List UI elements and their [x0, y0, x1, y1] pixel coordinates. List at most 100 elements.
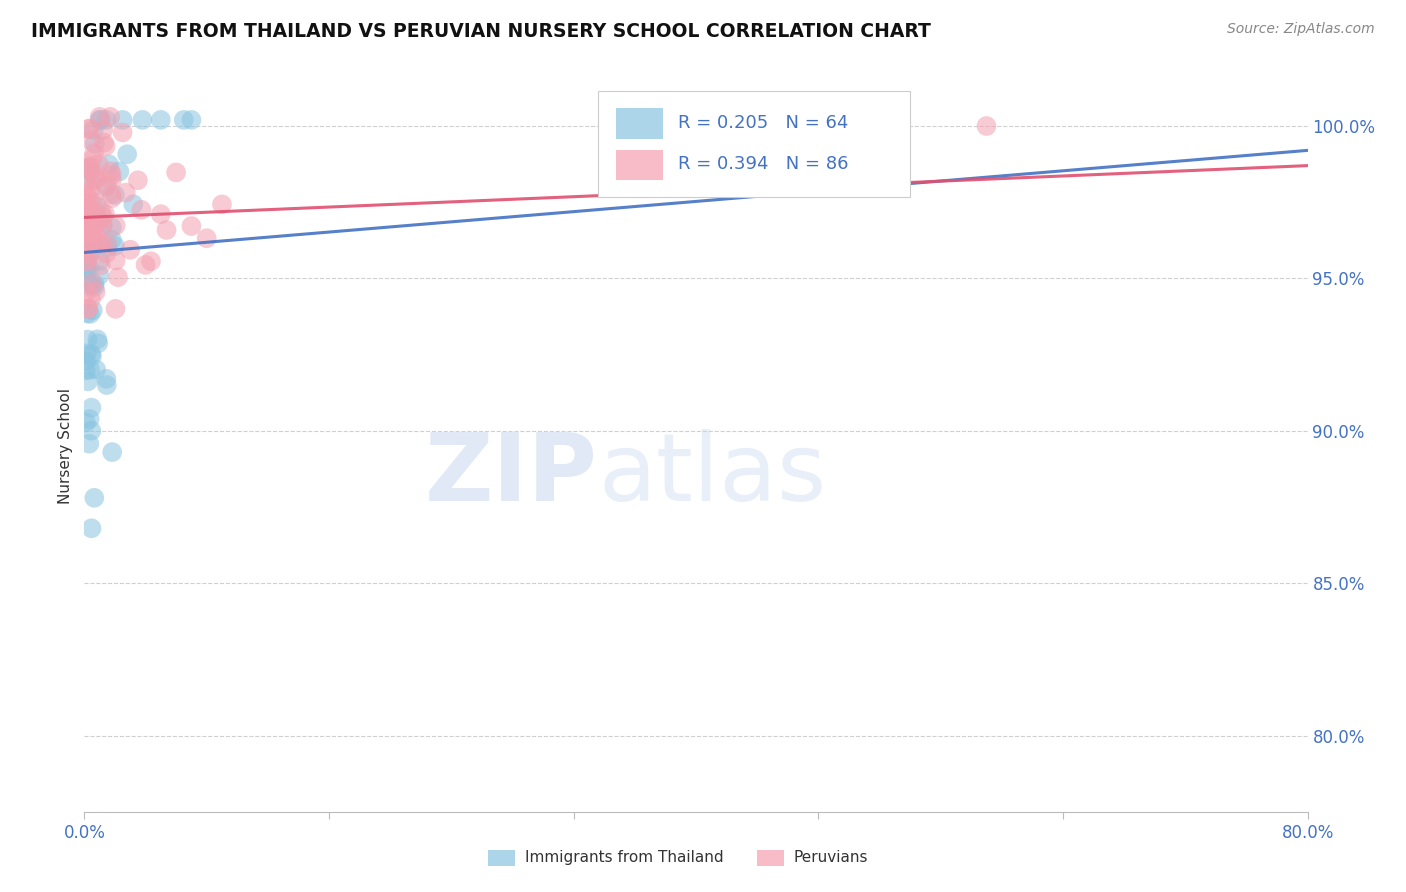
Point: [77, 201, 100, 215]
Point: [114, 186, 136, 200]
Point: [94, 207, 117, 221]
Point: [84, 285, 107, 299]
Point: [84, 362, 107, 376]
Point: [96, 112, 118, 127]
Point: [83, 209, 105, 223]
Point: [173, 112, 195, 127]
Point: [76, 346, 98, 360]
Point: [76, 252, 98, 267]
Point: [83, 136, 105, 151]
Point: [79, 219, 101, 234]
Point: [75, 225, 97, 239]
Point: [80, 227, 103, 242]
Point: [115, 147, 138, 161]
Point: [82, 303, 104, 318]
Point: [75, 187, 97, 202]
Point: [86, 206, 108, 220]
Point: [82, 194, 104, 209]
Point: [83, 236, 105, 251]
Point: [76, 226, 98, 240]
Point: [80, 347, 103, 361]
Point: [84, 226, 107, 240]
Point: [82, 153, 104, 167]
Point: [976, 119, 998, 133]
Point: [195, 231, 218, 245]
Point: [104, 219, 127, 233]
Point: [83, 235, 105, 250]
Point: [76, 260, 98, 275]
Point: [75, 354, 97, 368]
Point: [89, 254, 111, 268]
Point: [91, 236, 114, 251]
Point: [90, 204, 112, 219]
Point: [89, 110, 111, 124]
Point: [84, 172, 107, 186]
Point: [77, 191, 100, 205]
Point: [96, 178, 118, 192]
Point: [80, 521, 103, 535]
Point: [75, 363, 97, 377]
Point: [83, 146, 105, 161]
Point: [135, 258, 157, 272]
FancyBboxPatch shape: [488, 850, 515, 866]
Point: [93, 136, 115, 150]
Point: [127, 173, 149, 187]
Point: [180, 112, 202, 127]
Point: [80, 292, 103, 306]
Text: R = 0.205   N = 64: R = 0.205 N = 64: [678, 113, 848, 132]
Point: [80, 401, 103, 415]
Point: [139, 254, 162, 268]
Point: [104, 188, 127, 202]
Point: [89, 268, 111, 283]
Point: [75, 261, 97, 276]
Point: [101, 191, 124, 205]
Point: [87, 336, 110, 351]
Point: [76, 161, 98, 176]
Point: [77, 159, 100, 173]
Point: [96, 235, 118, 250]
Point: [180, 219, 202, 233]
Point: [76, 375, 98, 389]
Point: [101, 233, 124, 247]
Text: Immigrants from Thailand: Immigrants from Thailand: [524, 850, 723, 865]
Point: [79, 219, 101, 234]
Y-axis label: Nursery School: Nursery School: [58, 388, 73, 504]
Point: [76, 306, 98, 320]
Text: atlas: atlas: [598, 429, 827, 521]
Point: [94, 139, 117, 153]
Point: [90, 112, 112, 127]
Point: [97, 157, 120, 171]
Point: [79, 436, 101, 450]
Point: [80, 165, 103, 179]
Point: [76, 301, 98, 316]
Point: [96, 240, 118, 254]
Point: [96, 246, 118, 260]
Point: [77, 277, 100, 292]
Point: [79, 183, 101, 197]
Point: [94, 179, 117, 194]
Point: [75, 205, 97, 219]
Point: [104, 239, 127, 253]
Point: [79, 227, 101, 242]
Point: [77, 262, 100, 277]
Point: [80, 276, 103, 290]
Point: [75, 175, 97, 189]
Point: [111, 112, 134, 127]
Point: [79, 121, 101, 136]
Point: [76, 333, 98, 347]
Point: [76, 205, 98, 219]
Text: IMMIGRANTS FROM THAILAND VS PERUVIAN NURSERY SCHOOL CORRELATION CHART: IMMIGRANTS FROM THAILAND VS PERUVIAN NUR…: [31, 22, 931, 41]
Point: [77, 301, 100, 316]
Point: [131, 112, 153, 127]
Point: [75, 416, 97, 430]
Point: [75, 216, 97, 230]
Point: [77, 122, 100, 136]
Point: [87, 157, 110, 171]
Point: [83, 123, 105, 137]
Point: [83, 491, 105, 505]
Point: [91, 219, 114, 234]
Point: [155, 223, 177, 237]
Point: [149, 207, 172, 221]
Point: [75, 235, 97, 250]
FancyBboxPatch shape: [616, 108, 664, 139]
